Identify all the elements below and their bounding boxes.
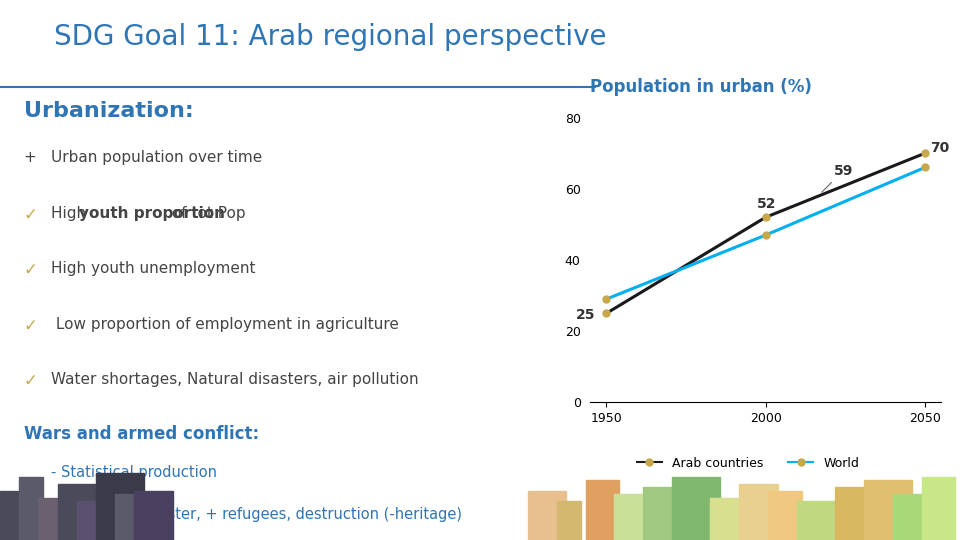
Bar xyxy=(768,491,802,540)
World xyxy=(759,232,771,238)
Text: - Statistical production: - Statistical production xyxy=(51,465,217,480)
Bar xyxy=(557,501,581,540)
Bar xyxy=(134,491,173,540)
Text: + Man made disaster, + refugees, destruction (-heritage): + Man made disaster, + refugees, destruc… xyxy=(38,508,462,522)
Bar xyxy=(835,487,864,540)
Bar xyxy=(115,495,144,540)
Bar xyxy=(586,481,619,540)
Text: 70: 70 xyxy=(930,141,949,155)
Text: Urbanization:: Urbanization: xyxy=(24,101,194,121)
World xyxy=(601,296,612,302)
Bar xyxy=(643,487,672,540)
Bar xyxy=(614,495,653,540)
Bar xyxy=(96,473,144,540)
Bar xyxy=(893,495,931,540)
Bar xyxy=(797,501,835,540)
Text: 59: 59 xyxy=(822,164,853,192)
Text: 25: 25 xyxy=(576,308,595,322)
Line: Arab countries: Arab countries xyxy=(603,150,928,317)
Bar xyxy=(58,484,96,540)
Text: ✓: ✓ xyxy=(24,372,37,390)
Bar xyxy=(922,477,955,540)
Bar xyxy=(672,477,720,540)
Text: ✓: ✓ xyxy=(24,261,37,279)
Text: Population in urban (%): Population in urban (%) xyxy=(590,78,812,96)
Text: High: High xyxy=(51,206,90,221)
Line: World: World xyxy=(603,164,928,302)
Bar xyxy=(864,481,912,540)
Text: youth proportion: youth proportion xyxy=(79,206,226,221)
Text: High youth unemployment: High youth unemployment xyxy=(51,261,255,276)
Text: Urban population over time: Urban population over time xyxy=(51,150,262,165)
Text: ✓: ✓ xyxy=(24,316,37,335)
Arab countries xyxy=(919,150,930,157)
Bar xyxy=(528,491,566,540)
Text: Wars and armed conflict:: Wars and armed conflict: xyxy=(24,425,259,443)
Text: Low proportion of employment in agriculture: Low proportion of employment in agricult… xyxy=(51,316,398,332)
World xyxy=(919,164,930,171)
Text: SDG Goal 11: Arab regional perspective: SDG Goal 11: Arab regional perspective xyxy=(54,23,606,51)
Arab countries xyxy=(601,310,612,316)
Text: 52: 52 xyxy=(757,197,777,211)
Arab countries xyxy=(759,214,771,220)
Legend: Arab countries, World: Arab countries, World xyxy=(632,451,864,475)
Text: of tot Pop: of tot Pop xyxy=(167,206,246,221)
Bar xyxy=(0,491,38,540)
Text: +: + xyxy=(24,150,36,165)
Text: Water shortages, Natural disasters, air pollution: Water shortages, Natural disasters, air … xyxy=(51,372,419,387)
Bar xyxy=(710,498,739,540)
Text: ✓: ✓ xyxy=(24,206,37,224)
Bar xyxy=(77,501,106,540)
Bar xyxy=(739,484,778,540)
Bar xyxy=(19,477,43,540)
Bar xyxy=(38,498,67,540)
